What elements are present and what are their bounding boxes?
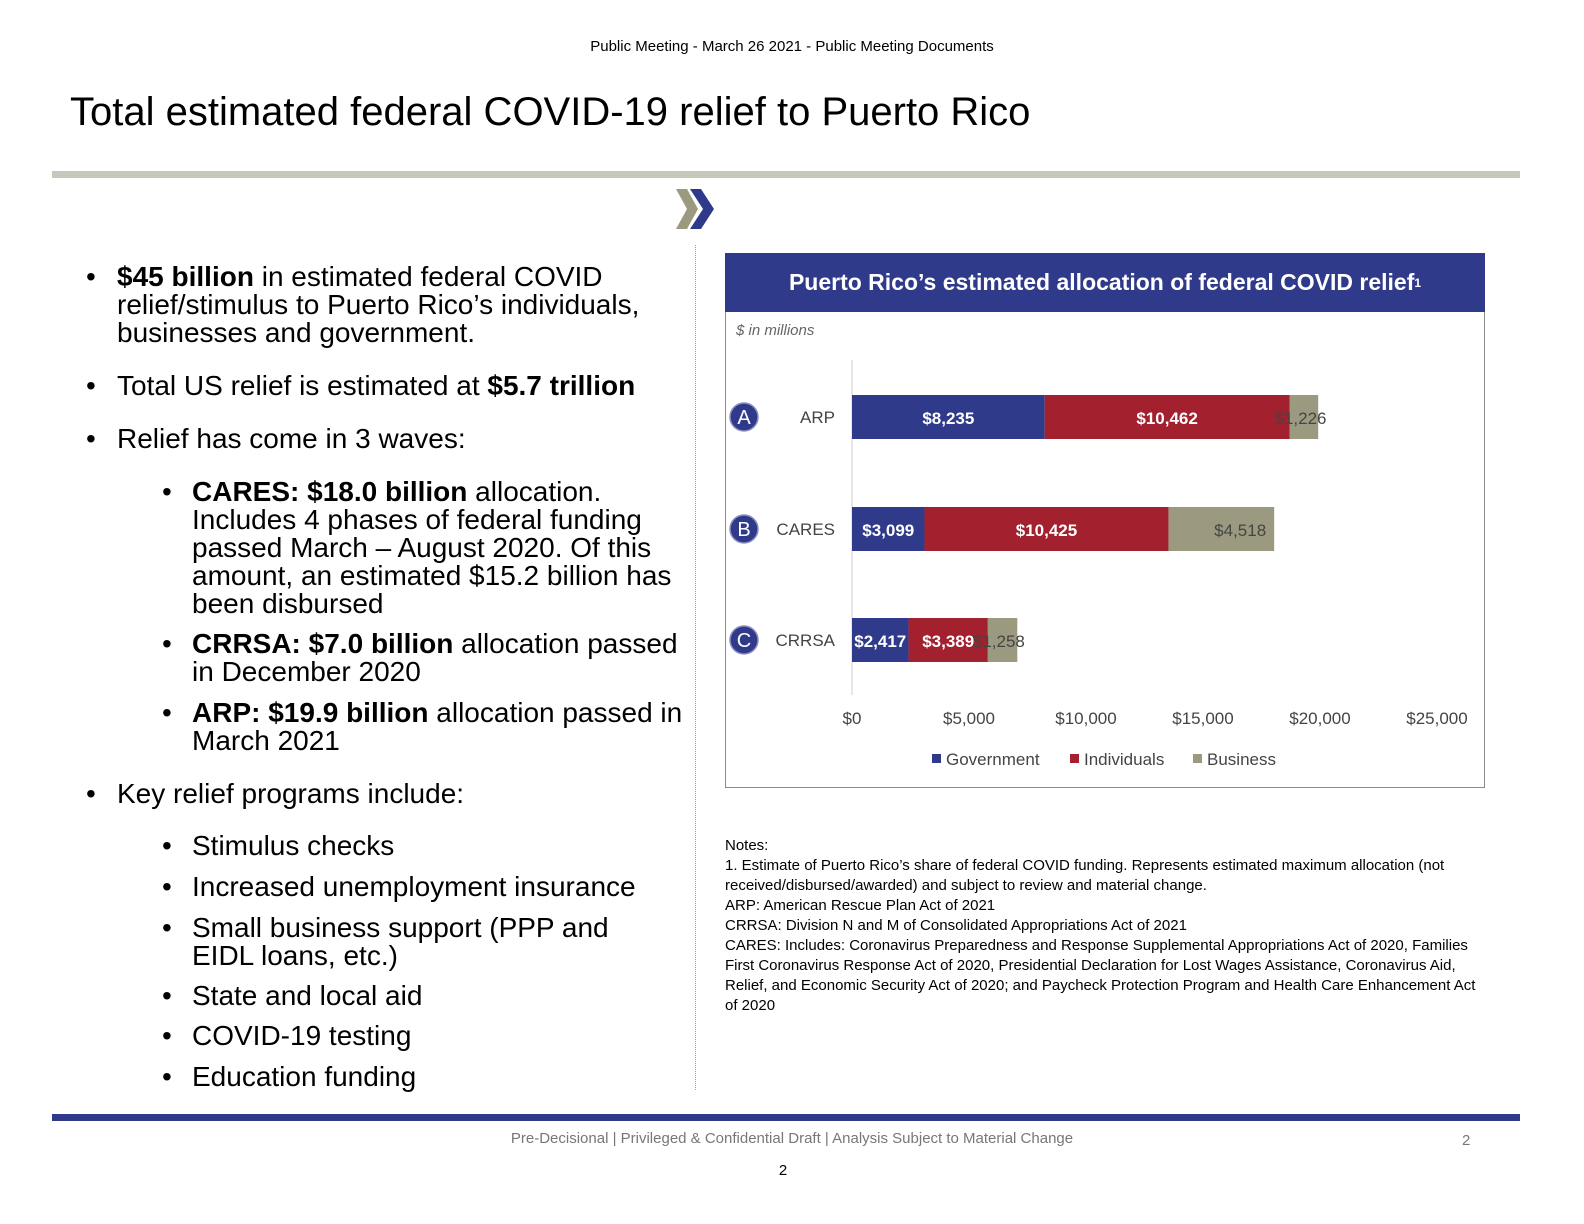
data-label: $2,417 <box>854 632 906 651</box>
slide-number: 2 <box>1462 1132 1471 1149</box>
bullet-dot: • <box>162 697 172 728</box>
bullet-text: allocation passed in December 2020 <box>192 628 678 687</box>
page-number: 2 <box>778 1162 788 1179</box>
category-label: ARP <box>800 408 835 427</box>
bullet-text: Key relief programs include: <box>117 778 465 809</box>
bar-segment-business <box>1168 507 1275 551</box>
x-tick-label: $5,000 <box>943 709 995 728</box>
category-badge-letter: B <box>737 519 750 541</box>
program-text: Education funding <box>192 1061 417 1092</box>
data-label: $10,425 <box>1016 521 1077 540</box>
program-text: COVID-19 testing <box>192 1020 412 1051</box>
program-text: Stimulus checks <box>192 830 395 861</box>
bullet-dot: • <box>86 370 96 401</box>
legend-label: Business <box>1207 750 1276 769</box>
data-label: $3,389 <box>922 632 974 651</box>
data-label: $8,235 <box>922 409 974 428</box>
x-tick-label: $10,000 <box>1055 709 1116 728</box>
chevron-icon <box>676 189 714 229</box>
bullet-bold: CRRSA: $7.0 billion <box>192 628 454 659</box>
legend-label: Individuals <box>1084 750 1164 769</box>
bullet-bold: ARP: $19.9 billion <box>192 697 429 728</box>
bullet-text: Total US relief is estimated at <box>117 370 488 401</box>
x-tick-label: $25,000 <box>1406 709 1467 728</box>
data-label: $1,258 <box>973 632 1025 651</box>
bullet-dot: • <box>86 261 96 292</box>
category-label: CARES <box>776 520 835 539</box>
data-label: $4,518 <box>1214 521 1266 540</box>
page-title: Total estimated federal COVID-19 relief … <box>70 90 1031 134</box>
top-rule <box>52 171 1520 178</box>
notes: Notes: 1. Estimate of Puerto Rico’s shar… <box>725 836 1485 1016</box>
data-label: $1,226 <box>1275 409 1327 428</box>
bar-segment-government <box>852 395 1045 439</box>
legend-label: Government <box>946 750 1040 769</box>
bullet-dot: • <box>162 1061 172 1092</box>
bar-segment-government <box>852 618 909 662</box>
legend-swatch-government <box>932 754 941 763</box>
footer-disclaimer: Pre-Decisional | Privileged & Confidenti… <box>510 1130 1074 1147</box>
bullet-text: in estimated federal COVID relief/stimul… <box>117 261 640 348</box>
notes-heading: Notes: <box>725 837 769 854</box>
page-header: Public Meeting - March 26 2021 - Public … <box>590 38 994 55</box>
bullet-dot: • <box>162 628 172 659</box>
bottom-rule <box>52 1114 1520 1121</box>
bullet-dot: • <box>162 1020 172 1051</box>
category-badge-letter: C <box>737 630 751 652</box>
bullet-dot: • <box>162 912 172 943</box>
bullet-bold: $5.7 trillion <box>487 370 636 401</box>
program-text: State and local aid <box>192 980 423 1011</box>
bar-segment-individuals <box>1044 395 1290 439</box>
bullet-dot: • <box>162 476 172 507</box>
bullet-text: allocation passed in March 2021 <box>192 697 683 756</box>
data-label: $3,099 <box>862 521 914 540</box>
legend-swatch-individuals <box>1070 754 1079 763</box>
category-badge-circle <box>729 514 759 544</box>
bar-segment-business <box>987 618 1018 662</box>
bar-segment-business <box>1289 395 1319 439</box>
program-text: Increased unemployment insurance <box>192 871 636 902</box>
x-tick-label: $15,000 <box>1172 709 1233 728</box>
note-line: CARES: Includes: Coronavirus Preparednes… <box>725 937 1476 1014</box>
bullet-dot: • <box>162 830 172 861</box>
note-line: 1. Estimate of Puerto Rico’s share of fe… <box>725 857 1445 894</box>
bar-segment-individuals <box>924 507 1169 551</box>
chart-title: Puerto Rico’s estimated allocation of fe… <box>725 253 1485 312</box>
bullet-dot: • <box>162 871 172 902</box>
bar-segment-individuals <box>908 618 988 662</box>
category-badge-circle <box>729 402 759 432</box>
bullet-dot: • <box>162 980 172 1011</box>
footnote-marker: 1 <box>1414 275 1422 290</box>
note-line: CRRSA: Division N and M of Consolidated … <box>725 917 1187 934</box>
bullet-dot: • <box>86 778 96 809</box>
bullet-dot: • <box>86 423 96 454</box>
chart-units: $ in millions <box>736 322 815 339</box>
bullet-bold: CARES: $18.0 billion <box>192 476 468 507</box>
data-label: $10,462 <box>1136 409 1197 428</box>
category-badge-letter: A <box>737 407 751 429</box>
program-text: Small business support (PPP and EIDL loa… <box>192 912 609 971</box>
bullet-text: Relief has come in 3 waves: <box>117 423 466 454</box>
bullet-bold: $45 billion <box>117 261 254 292</box>
category-badge-circle <box>729 625 759 655</box>
chart-title-text: Puerto Rico’s estimated allocation of fe… <box>788 269 1415 295</box>
legend-swatch-business <box>1193 754 1202 763</box>
note-line: ARP: American Rescue Plan Act of 2021 <box>725 897 996 914</box>
category-label: CRRSA <box>775 631 835 650</box>
bar-segment-government <box>852 507 925 551</box>
bullet-text: allocation. Includes 4 phases of federal… <box>192 476 672 619</box>
column-divider <box>695 245 696 1090</box>
x-tick-label: $0 <box>843 709 862 728</box>
x-tick-label: $20,000 <box>1289 709 1350 728</box>
